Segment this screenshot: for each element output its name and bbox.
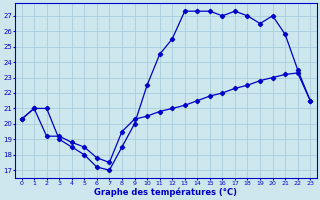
X-axis label: Graphe des températures (°C): Graphe des températures (°C)	[94, 187, 237, 197]
